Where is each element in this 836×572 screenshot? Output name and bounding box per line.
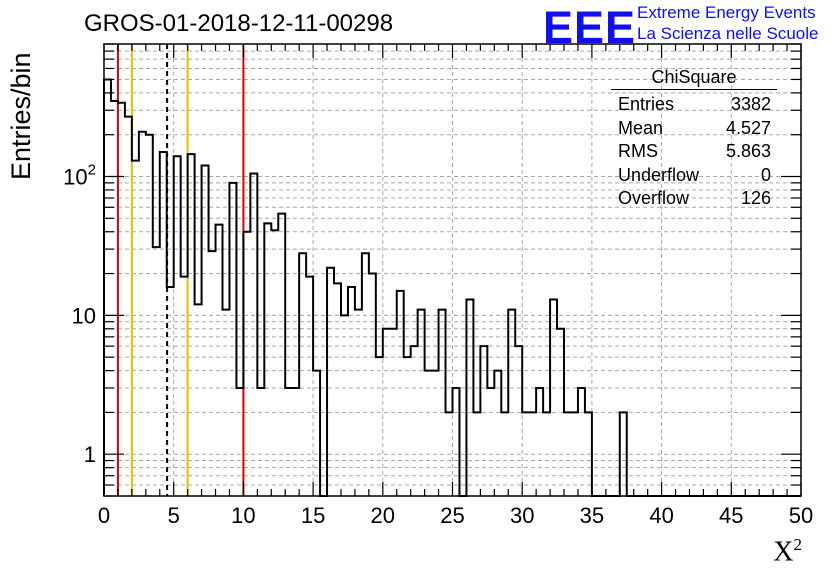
stats-title: ChiSquare <box>611 67 777 90</box>
stats-value: 5.863 <box>725 141 771 161</box>
x-tick-label: 5 <box>168 503 180 528</box>
x-tick-label: 0 <box>98 503 110 528</box>
stats-value: 0 <box>760 164 771 185</box>
y-tick-label: 10 <box>72 303 96 328</box>
x-axis-label: X2 <box>773 535 802 568</box>
stats-box: ChiSquare Entries 3382 Mean 4.527 RMS 5.863… <box>611 67 777 211</box>
y-tick-label-base: 10 <box>63 164 87 189</box>
stats-row-underflow: Underflow 0 <box>611 164 777 188</box>
plot-title: GROS-01-2018-12-11-00298 <box>84 10 394 37</box>
stats-label: Underflow <box>618 164 700 185</box>
x-tick-label: 10 <box>231 503 255 528</box>
x-axis-label-exponent: 2 <box>793 535 803 554</box>
x-axis-label-symbol: X <box>773 536 794 568</box>
x-tick-label: 15 <box>301 503 325 528</box>
y-tick-label: 1 <box>84 442 96 467</box>
stats-row-overflow: Overflow 126 <box>611 187 777 211</box>
eee-logo: EEE <box>543 2 637 53</box>
eee-subtitle-line1: Extreme Energy Events <box>637 3 816 22</box>
x-tick-label: 40 <box>649 503 673 528</box>
y-tick-label-base: 1 <box>84 442 96 467</box>
stats-row-entries: Entries 3382 <box>611 93 777 117</box>
y-tick-label-exponent: 2 <box>88 161 96 178</box>
x-tick-label: 30 <box>510 503 534 528</box>
x-tick-label: 35 <box>580 503 604 528</box>
stats-row-mean: Mean 4.527 <box>611 117 777 141</box>
stats-label: RMS <box>618 141 658 161</box>
y-axis-label: Entries/bin <box>6 52 36 180</box>
y-tick-label: 102 <box>63 161 96 189</box>
stats-row-rms: RMS 5.863 <box>611 140 777 164</box>
stats-value: 126 <box>740 188 771 208</box>
x-tick-label: 20 <box>371 503 395 528</box>
stats-value: 3382 <box>730 94 771 114</box>
stats-value: 4.527 <box>725 117 771 138</box>
stats-label: Overflow <box>618 188 690 208</box>
stats-label: Mean <box>618 117 664 138</box>
eee-subtitle-line2: La Scienza nelle Scuole <box>637 24 819 43</box>
x-tick-label: 50 <box>789 503 813 528</box>
y-tick-label-base: 10 <box>72 303 96 328</box>
stats-label: Entries <box>618 94 675 114</box>
x-tick-label: 45 <box>719 503 743 528</box>
x-tick-label: 25 <box>440 503 464 528</box>
